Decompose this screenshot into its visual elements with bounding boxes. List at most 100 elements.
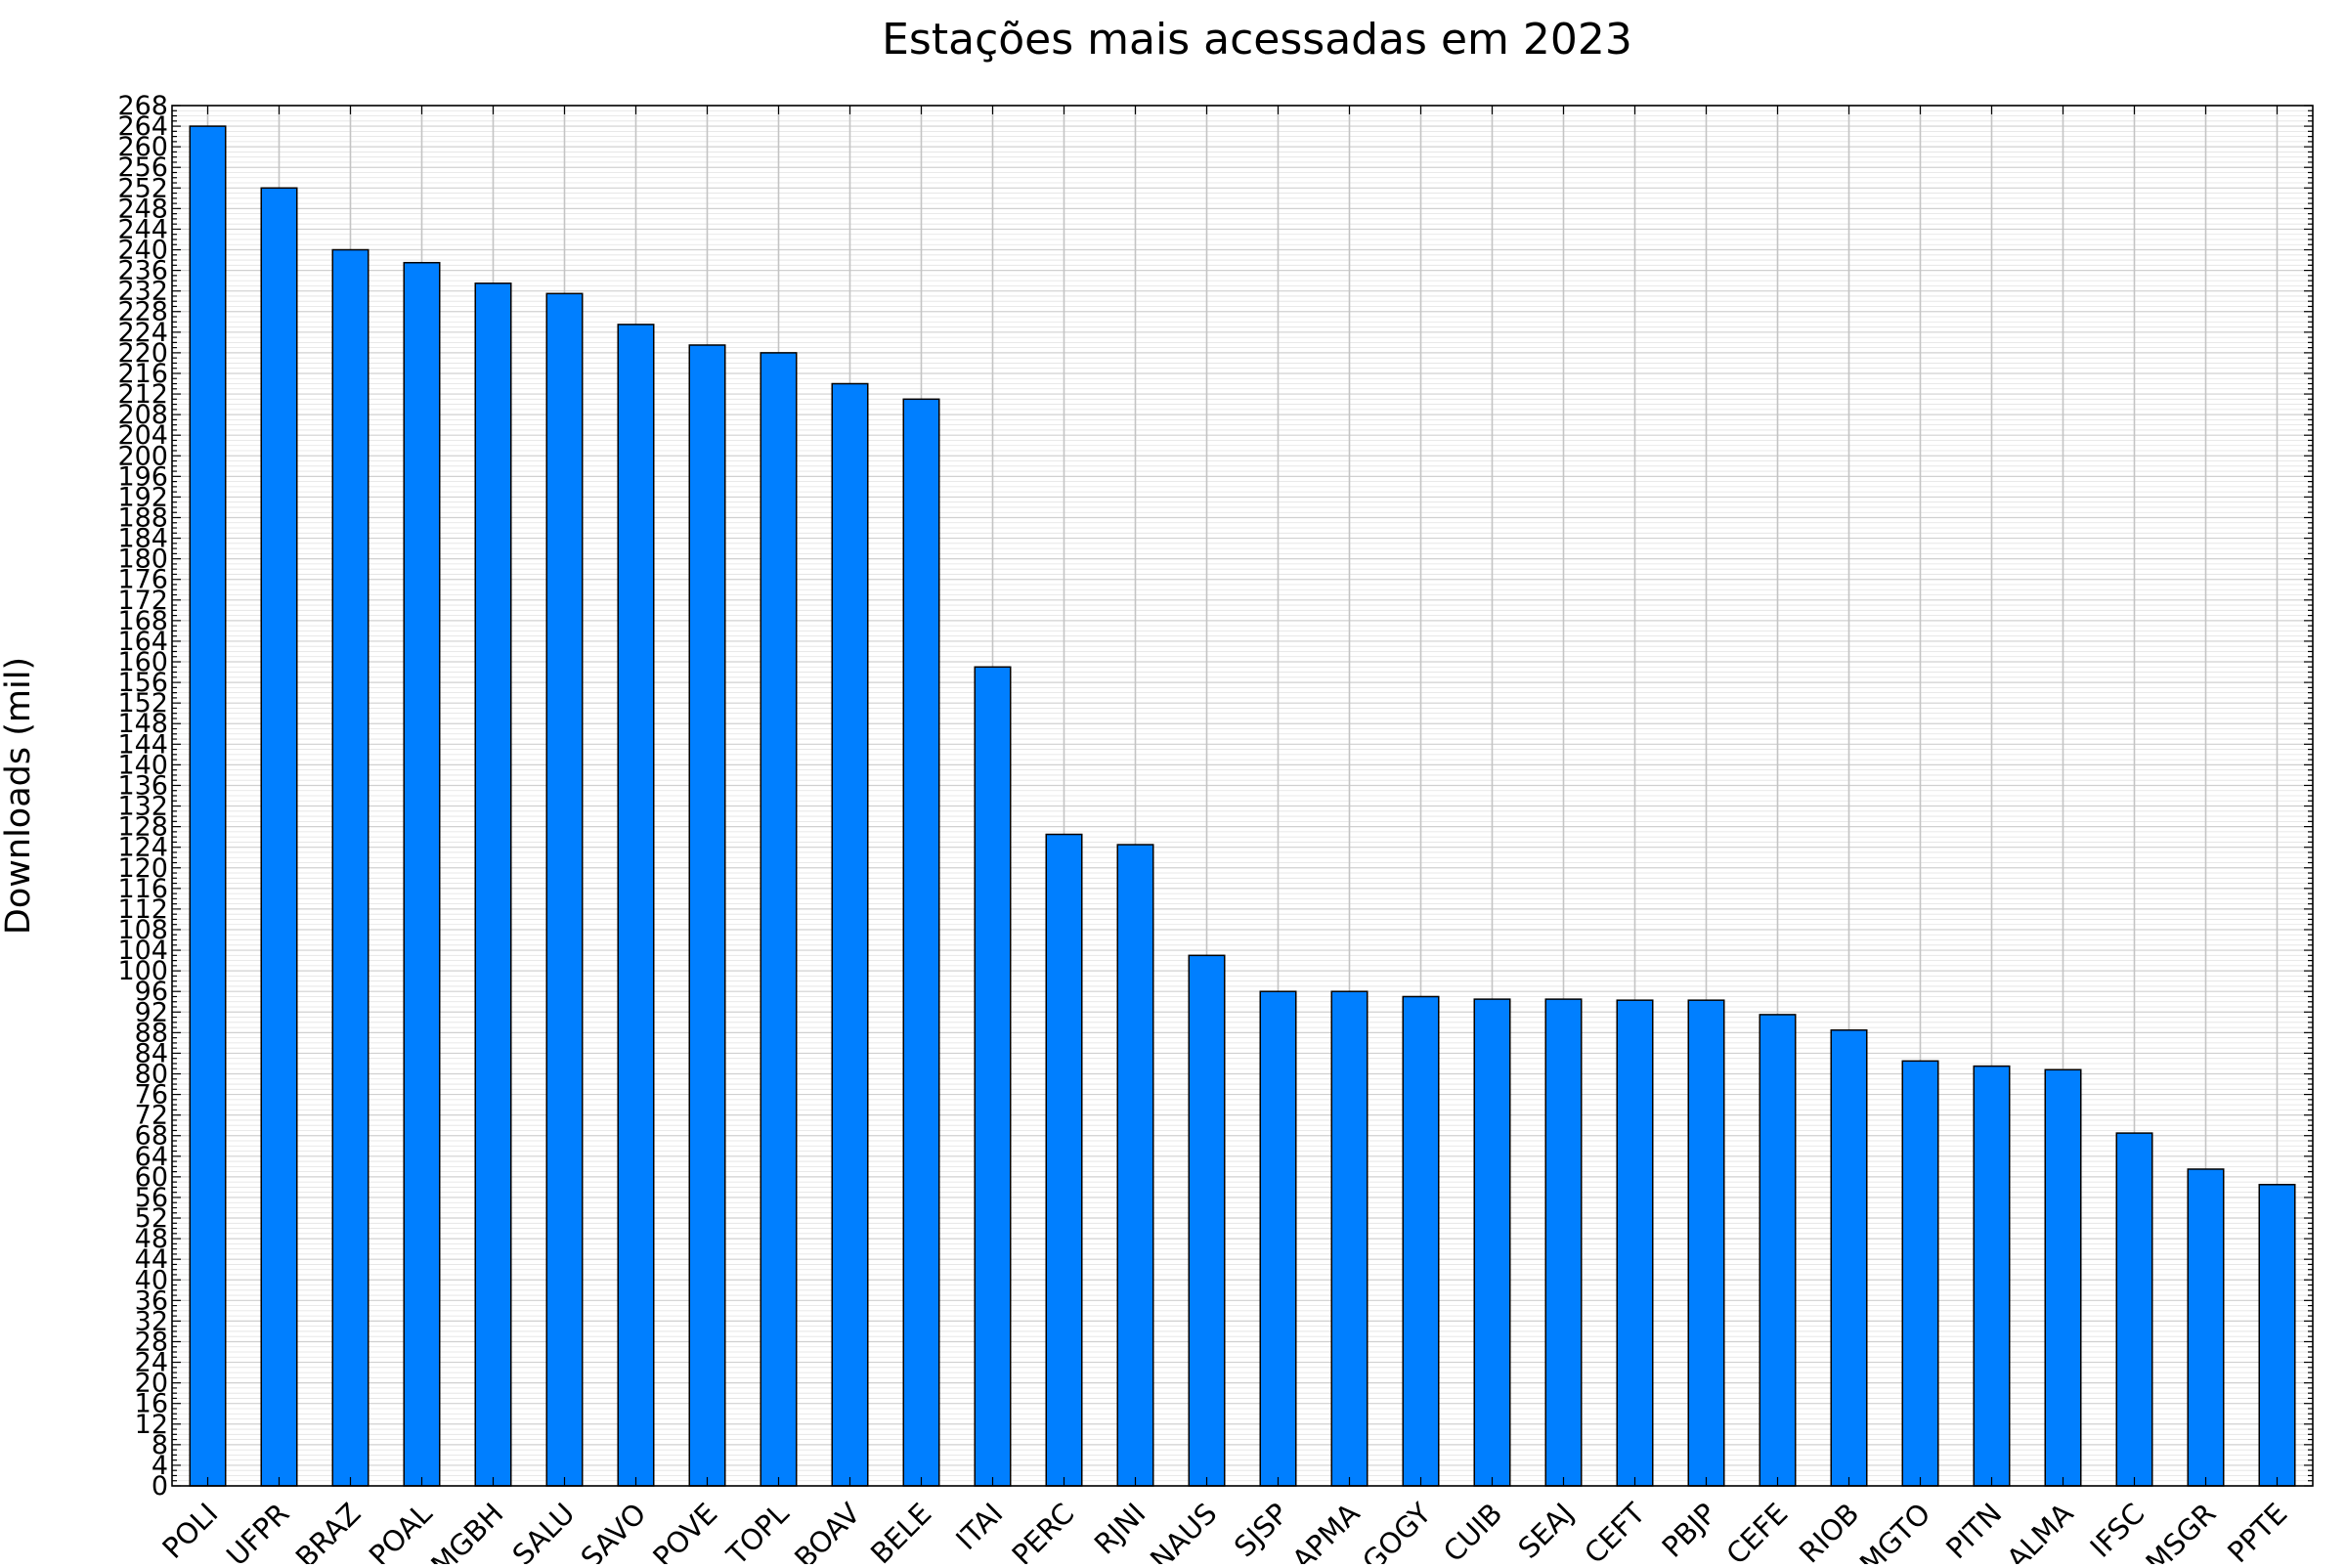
x-tick-label: PBJP (1656, 1497, 1723, 1564)
y-tick-label: 220 (117, 338, 168, 369)
bar-itai (974, 666, 1012, 1487)
x-tick-label: UFPR (220, 1497, 295, 1564)
y-tick-label: 240 (117, 236, 168, 266)
x-tick-label: ITAI (949, 1497, 1009, 1556)
y-tick-label: 24 (135, 1348, 168, 1378)
y-tick-label: 120 (117, 853, 168, 884)
bar-bele (902, 398, 940, 1487)
y-tick-label: 256 (117, 152, 168, 183)
y-tick-label: 236 (117, 256, 168, 286)
y-tick-label: 196 (117, 461, 168, 492)
y-tick-label: 200 (117, 441, 168, 471)
x-tick-label: POLI (155, 1497, 224, 1564)
y-tick-label: 228 (117, 297, 168, 327)
y-tick-label: 48 (135, 1224, 168, 1254)
y-tick-label: 156 (117, 668, 168, 698)
x-tick-label: CUIB (1437, 1497, 1508, 1564)
y-tick-label: 44 (135, 1244, 168, 1275)
y-tick-label: 128 (117, 812, 168, 843)
bar-ppte (2258, 1184, 2296, 1487)
x-tick-label: POAL (363, 1497, 439, 1564)
bar-savo (617, 324, 655, 1487)
y-tick-label: 32 (135, 1306, 168, 1336)
y-tick-label: 0 (152, 1471, 168, 1502)
x-tick-label: MGBH (424, 1497, 509, 1564)
y-tick-label: 116 (117, 874, 168, 904)
y-tick-label: 184 (117, 524, 168, 554)
y-tick-label: 160 (117, 647, 168, 677)
x-tick-label: CEFT (1578, 1497, 1651, 1564)
x-tick-label: APMA (1285, 1497, 1366, 1564)
y-tick-label: 180 (117, 544, 168, 575)
x-tick-label: GOGY (1356, 1497, 1438, 1564)
y-tick-label: 84 (135, 1038, 168, 1068)
bar-perc (1045, 833, 1083, 1487)
bar-ifsc (2115, 1132, 2153, 1487)
y-tick-label: 100 (117, 956, 168, 986)
y-tick-label: 56 (135, 1183, 168, 1213)
bar-pitn (1973, 1065, 2011, 1487)
y-tick-label: 148 (117, 709, 168, 739)
bar-sjsp (1259, 990, 1297, 1487)
x-tick-label: PERC (1006, 1497, 1081, 1564)
x-tick-label: SEAJ (1511, 1497, 1580, 1564)
y-tick-label: 260 (117, 132, 168, 162)
y-tick-label: 96 (135, 977, 168, 1007)
y-tick-label: 64 (135, 1142, 168, 1172)
chart-title: Estações mais acessadas em 2023 (882, 15, 1632, 65)
y-tick-label: 92 (135, 997, 168, 1027)
bar-poal (403, 261, 441, 1487)
y-tick-label: 88 (135, 1018, 168, 1048)
y-tick-label: 268 (117, 91, 168, 121)
x-tick-label: BOAV (788, 1497, 866, 1564)
y-tick-label: 8 (152, 1430, 168, 1460)
bar-pove (688, 344, 726, 1487)
x-tick-label: NAUS (1144, 1497, 1223, 1564)
y-tick-label: 176 (117, 565, 168, 595)
x-tick-label: CEFE (1719, 1497, 1794, 1564)
y-tick-label: 216 (117, 359, 168, 389)
y-tick-label: 28 (135, 1327, 168, 1357)
bar-mgto (1901, 1060, 1939, 1487)
bar-ufpr (260, 187, 298, 1487)
y-tick-label: 132 (117, 792, 168, 822)
y-tick-label: 20 (135, 1369, 168, 1399)
x-tick-label: RIOB (1793, 1497, 1866, 1564)
x-tick-label: ALMA (2000, 1497, 2079, 1564)
y-axis-label: Downloads (mil) (0, 657, 38, 935)
x-tick-label: PPTE (2221, 1497, 2293, 1564)
bar-ceft (1616, 999, 1654, 1487)
y-tick-label: 104 (117, 936, 168, 966)
bar-alma (2044, 1068, 2082, 1487)
bars (189, 125, 2296, 1487)
y-tick-label: 224 (117, 318, 168, 348)
y-tick-label: 68 (135, 1121, 168, 1152)
y-tick-label: 244 (117, 214, 168, 244)
x-tick-label: SALU (506, 1497, 582, 1564)
y-tick-label: 76 (135, 1080, 168, 1111)
x-tick-label: TOPL (719, 1497, 795, 1564)
x-tick-label: PITN (1939, 1497, 2008, 1564)
bar-rjni (1116, 844, 1154, 1487)
y-tick-label: 40 (135, 1265, 168, 1295)
y-axis-ticks: 0481216202428323640444852566064687276808… (117, 91, 2313, 1502)
y-tick-label: 12 (135, 1410, 168, 1440)
y-tick-label: 108 (117, 915, 168, 945)
y-tick-label: 140 (117, 750, 168, 780)
x-tick-label: POVE (646, 1497, 723, 1564)
bar-topl (760, 352, 798, 1487)
y-tick-label: 212 (117, 379, 168, 410)
y-tick-label: 248 (117, 194, 168, 224)
y-tick-label: 252 (117, 173, 168, 203)
y-tick-label: 112 (117, 894, 168, 925)
y-tick-label: 168 (117, 606, 168, 636)
y-tick-label: 136 (117, 770, 168, 801)
x-tick-label: RJNI (1088, 1497, 1152, 1561)
bar-pbjp (1687, 999, 1725, 1487)
x-tick-label: BELE (864, 1497, 937, 1564)
bar-naus (1188, 954, 1226, 1487)
y-tick-label: 164 (117, 627, 168, 657)
x-tick-label: SAVO (574, 1497, 652, 1564)
